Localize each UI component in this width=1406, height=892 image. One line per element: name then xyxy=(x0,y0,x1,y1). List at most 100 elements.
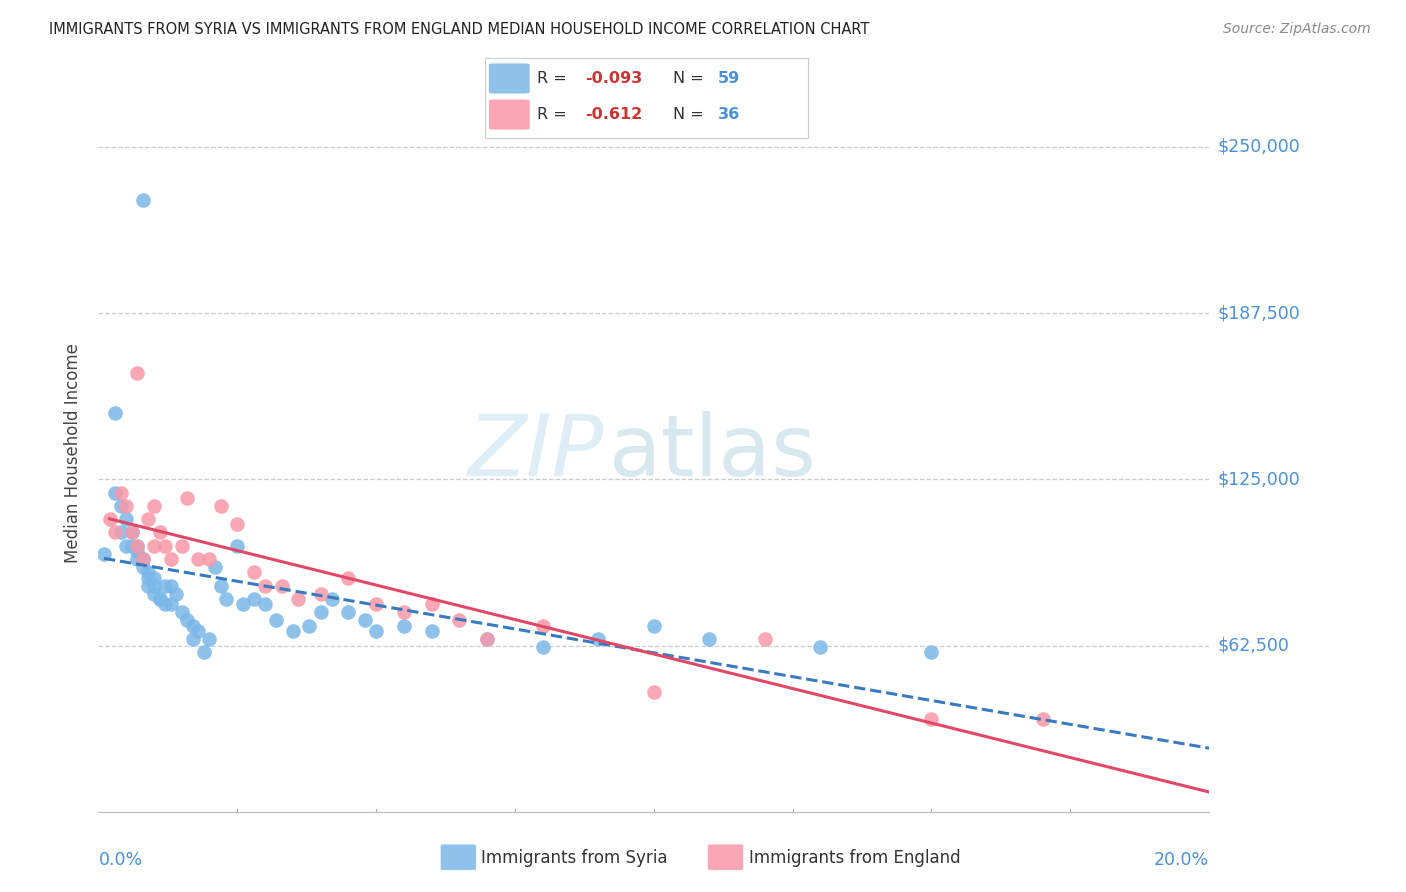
Point xyxy=(475,632,499,646)
Point xyxy=(475,632,499,646)
Point xyxy=(420,624,443,638)
Point xyxy=(643,685,665,699)
Point xyxy=(148,591,170,606)
Point xyxy=(298,618,321,632)
Text: Source: ZipAtlas.com: Source: ZipAtlas.com xyxy=(1223,22,1371,37)
Point xyxy=(420,597,443,611)
Point xyxy=(127,539,149,553)
Point xyxy=(132,552,155,566)
Point xyxy=(392,605,415,619)
Point xyxy=(110,485,132,500)
Point xyxy=(287,591,309,606)
Point xyxy=(198,552,221,566)
FancyBboxPatch shape xyxy=(488,99,530,130)
Point xyxy=(159,579,181,593)
Point xyxy=(159,597,181,611)
Point xyxy=(209,499,232,513)
Point xyxy=(143,579,166,593)
Point xyxy=(309,587,332,601)
Point xyxy=(209,579,232,593)
Point xyxy=(920,712,942,726)
Point xyxy=(264,613,287,627)
Point xyxy=(810,640,832,654)
Text: $125,000: $125,000 xyxy=(1218,470,1301,488)
Point xyxy=(143,539,166,553)
Point xyxy=(159,552,181,566)
Text: ZIP: ZIP xyxy=(468,411,603,494)
Text: $250,000: $250,000 xyxy=(1218,138,1301,156)
Point xyxy=(337,605,360,619)
Point xyxy=(270,579,292,593)
Point xyxy=(181,632,204,646)
Text: atlas: atlas xyxy=(609,411,817,494)
Point xyxy=(93,547,115,561)
Point xyxy=(193,645,215,659)
Point xyxy=(449,613,471,627)
Point xyxy=(138,566,160,580)
Text: -0.612: -0.612 xyxy=(585,107,643,121)
Point xyxy=(110,525,132,540)
Point xyxy=(138,512,160,526)
Point xyxy=(243,591,266,606)
Point xyxy=(754,632,776,646)
Point xyxy=(1032,712,1054,726)
Point xyxy=(127,544,149,558)
Point xyxy=(127,552,149,566)
Point xyxy=(232,597,254,611)
Text: 36: 36 xyxy=(718,107,740,121)
Point xyxy=(321,591,343,606)
Point xyxy=(309,605,332,619)
Point xyxy=(132,193,155,207)
Point xyxy=(366,597,388,611)
Point xyxy=(198,632,221,646)
Point xyxy=(337,571,360,585)
Point xyxy=(392,618,415,632)
Point xyxy=(121,525,143,540)
Point xyxy=(643,618,665,632)
Text: N =: N = xyxy=(672,70,703,86)
Point xyxy=(143,571,166,585)
Text: $62,500: $62,500 xyxy=(1218,637,1289,655)
Point xyxy=(204,560,226,574)
Text: R =: R = xyxy=(537,107,567,121)
Point xyxy=(143,499,166,513)
FancyBboxPatch shape xyxy=(488,62,530,95)
Point xyxy=(531,640,554,654)
Point xyxy=(366,624,388,638)
Point xyxy=(243,566,266,580)
Point xyxy=(127,539,149,553)
Point xyxy=(153,539,176,553)
Point xyxy=(115,539,138,553)
Point xyxy=(253,579,276,593)
Point xyxy=(104,525,127,540)
Point xyxy=(170,605,193,619)
Point xyxy=(121,539,143,553)
Point xyxy=(148,591,170,606)
Point xyxy=(132,552,155,566)
Point xyxy=(354,613,377,627)
Point xyxy=(253,597,276,611)
Point xyxy=(226,539,249,553)
Point xyxy=(143,587,166,601)
Point xyxy=(132,560,155,574)
Point xyxy=(138,579,160,593)
Point xyxy=(187,624,209,638)
Point xyxy=(104,485,127,500)
Point xyxy=(215,591,238,606)
Text: 20.0%: 20.0% xyxy=(1154,851,1209,869)
Point xyxy=(181,618,204,632)
Point xyxy=(699,632,721,646)
Point xyxy=(153,579,176,593)
Text: -0.093: -0.093 xyxy=(585,70,643,86)
Point xyxy=(148,525,170,540)
Point xyxy=(226,517,249,532)
Point xyxy=(121,525,143,540)
Text: Immigrants from Syria: Immigrants from Syria xyxy=(481,849,668,867)
Text: 59: 59 xyxy=(718,70,740,86)
Point xyxy=(138,571,160,585)
Point xyxy=(187,552,209,566)
Point xyxy=(115,499,138,513)
Point xyxy=(165,587,187,601)
Text: R =: R = xyxy=(537,70,567,86)
Point xyxy=(110,499,132,513)
